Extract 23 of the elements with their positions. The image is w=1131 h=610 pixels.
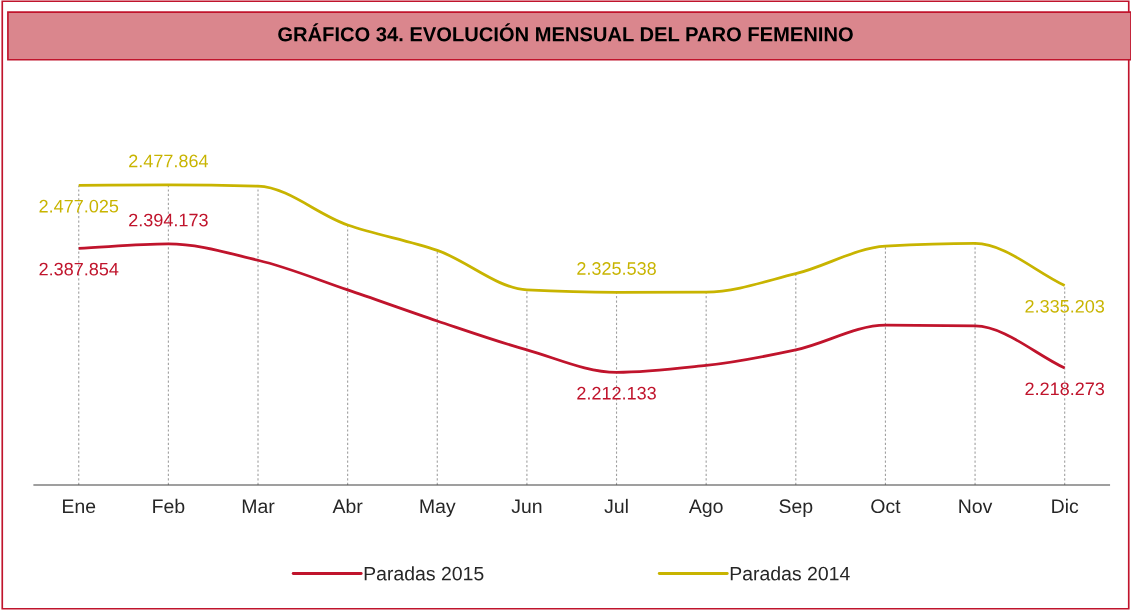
x-tick-label: Sep — [779, 499, 813, 517]
x-tick-label: Ene — [63, 499, 96, 514]
data-label: 2.477.025 — [39, 199, 119, 213]
x-tick-label: Jun — [511, 499, 542, 514]
data-label: 2.477.864 — [129, 154, 209, 168]
data-label: 2.394.173 — [129, 213, 208, 227]
legend-label: Paradas 2015 — [364, 566, 484, 581]
x-tick-label: Jul — [604, 498, 628, 514]
x-tick-label: Mar — [242, 499, 275, 514]
data-label: 2.325.538 — [577, 262, 656, 275]
x-tick-label: Nov — [959, 499, 993, 514]
chart-title: GRÁFICO 34. EVOLUCIÓN MENSUAL DEL PARO FEMENINO — [278, 23, 853, 42]
x-tick-label: Abr — [332, 498, 363, 514]
x-tick-label: Oct — [871, 499, 901, 514]
x-tick-label: Ago — [688, 499, 723, 517]
data-label: 2.387.854 — [39, 262, 119, 276]
data-label: 2.218.273 — [1025, 382, 1105, 396]
x-tick-label: May — [420, 499, 456, 517]
legend-label: Paradas 2014 — [730, 566, 850, 581]
data-label: 2.212.133 — [577, 386, 656, 400]
x-tick-label: Dic — [1052, 498, 1079, 514]
x-tick-label: Feb — [153, 498, 185, 514]
data-label: 2.335.203 — [1025, 299, 1105, 313]
